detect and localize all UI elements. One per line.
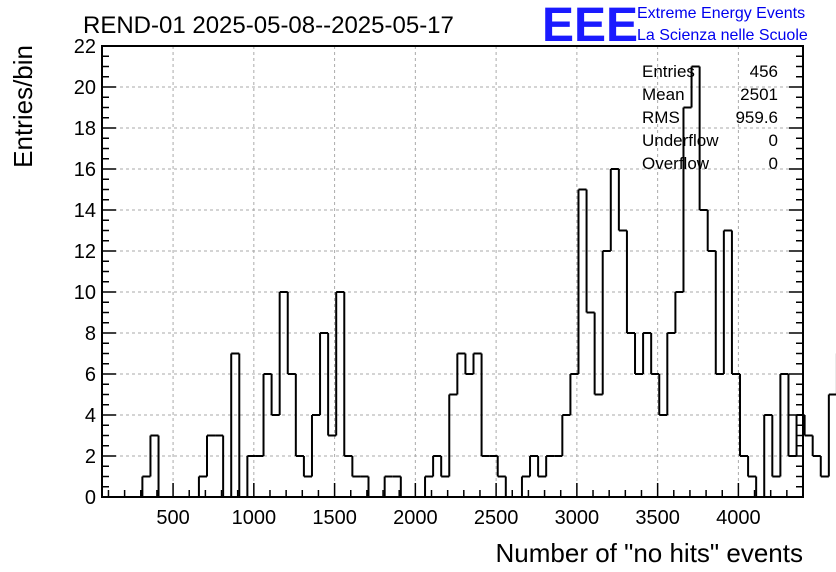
y-tick-label: 22 xyxy=(74,36,96,58)
eee-logo-line1: Extreme Energy Events xyxy=(637,5,805,22)
axes xyxy=(101,45,804,498)
stat-label: Mean xyxy=(642,85,685,104)
x-tick-label: 2500 xyxy=(474,507,519,529)
plot-frame xyxy=(101,45,804,498)
chart-title: REND-01 2025-05-08--2025-05-17 xyxy=(83,12,454,39)
y-tick-label: 6 xyxy=(85,364,96,386)
y-tick-label: 8 xyxy=(85,323,96,345)
y-tick-label: 12 xyxy=(74,241,96,263)
x-tick-label: 3000 xyxy=(555,507,600,529)
stat-value: 2501 xyxy=(740,85,778,104)
stat-label: Entries xyxy=(642,62,695,81)
stat-label: Underflow xyxy=(642,131,719,150)
y-tick-label: 2 xyxy=(85,446,96,468)
eee-logo-line2: La Scienza nelle Scuole xyxy=(637,27,808,44)
y-tick-label: 0 xyxy=(85,487,96,509)
stat-label: RMS xyxy=(642,108,680,127)
x-tick-label: 1500 xyxy=(312,507,357,529)
y-tick-label: 14 xyxy=(74,200,96,222)
histogram-series xyxy=(141,65,836,497)
stat-value: 456 xyxy=(750,62,778,81)
grid-lines xyxy=(102,46,803,497)
stat-value: 0 xyxy=(769,131,778,150)
stat-value: 959.6 xyxy=(735,108,778,127)
x-tick-label: 1000 xyxy=(232,507,277,529)
eee-logo: EEE Extreme Energy Events La Scienza nel… xyxy=(542,0,808,52)
y-tick-label: 4 xyxy=(85,405,96,427)
y-tick-label: 10 xyxy=(74,282,96,304)
x-tick-labels: 500 1000 1500 2000 2500 3000 3500 4000 xyxy=(156,507,760,529)
y-tick-label: 20 xyxy=(74,77,96,99)
x-tick-label: 2000 xyxy=(393,507,438,529)
y-axis-title: Entries/bin xyxy=(8,45,38,168)
y-tick-labels: 0 2 4 6 8 10 12 14 16 18 20 22 xyxy=(74,36,96,509)
stat-label: Overflow xyxy=(642,154,710,173)
stats-box: Entries 456 Mean 2501 RMS 959.6 Underflow 0 Over… xyxy=(642,62,778,173)
x-axis-title: Number of "no hits" events xyxy=(496,538,804,568)
y-tick-label: 16 xyxy=(74,159,96,181)
y-tick-label: 18 xyxy=(74,118,96,140)
x-tick-label: 500 xyxy=(156,507,189,529)
x-tick-label: 4000 xyxy=(716,507,761,529)
x-tick-label: 3500 xyxy=(635,507,680,529)
stat-value: 0 xyxy=(769,154,778,173)
eee-logo-text: EEE xyxy=(542,0,638,52)
